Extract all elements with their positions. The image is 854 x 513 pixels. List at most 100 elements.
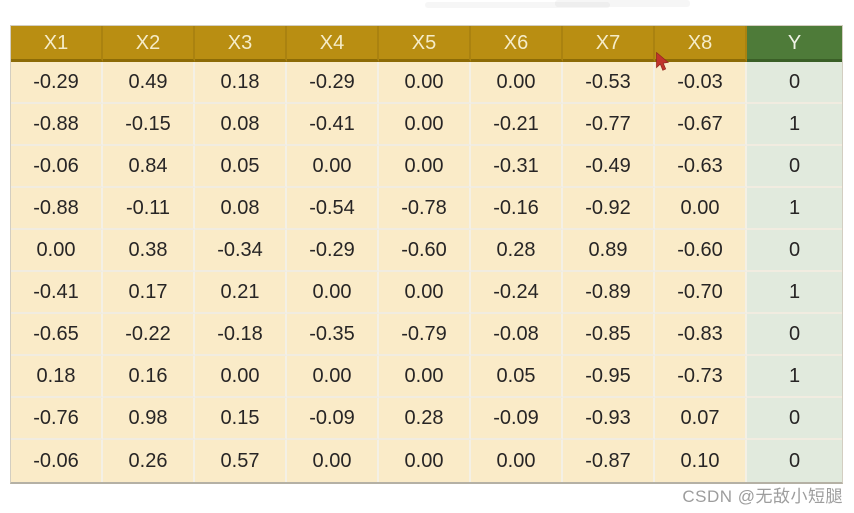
column-header-x6: X6 xyxy=(471,26,563,62)
table-cell: -0.93 xyxy=(563,398,655,440)
table-cell: 0.38 xyxy=(103,230,195,272)
table-cell: 0.00 xyxy=(655,188,747,230)
table-cell: 1 xyxy=(747,104,842,146)
table-cell: 1 xyxy=(747,272,842,314)
table-cell: 0.00 xyxy=(287,356,379,398)
table-cell: 0.00 xyxy=(379,272,471,314)
table-cell: -0.03 xyxy=(655,62,747,104)
table-cell: 0.26 xyxy=(103,440,195,482)
table-cell: 0.05 xyxy=(471,356,563,398)
table-cell: 0.00 xyxy=(379,104,471,146)
table-cell: -0.34 xyxy=(195,230,287,272)
table-cell: 0.00 xyxy=(287,440,379,482)
table-cell: -0.41 xyxy=(287,104,379,146)
table-cell: 0.00 xyxy=(287,146,379,188)
table-cell: 0 xyxy=(747,230,842,272)
table-cell: 0.00 xyxy=(11,230,103,272)
table-cell: -0.18 xyxy=(195,314,287,356)
table-cell: 0.08 xyxy=(195,188,287,230)
table-cell: 0 xyxy=(747,440,842,482)
table-cell: -0.70 xyxy=(655,272,747,314)
table-cell: 0.49 xyxy=(103,62,195,104)
table-cell: 0.08 xyxy=(195,104,287,146)
table-cell: -0.49 xyxy=(563,146,655,188)
data-table: X1 X2 X3 X4 X5 X6 X7 X8 Y -0.29 0.49 0.18 -0.29 0.00 0… xyxy=(10,25,843,484)
column-header-x8: X8 xyxy=(655,26,747,62)
table-cell: -0.60 xyxy=(655,230,747,272)
table-cell: -0.92 xyxy=(563,188,655,230)
table-cell: -0.09 xyxy=(471,398,563,440)
table-cell: 0.16 xyxy=(103,356,195,398)
table-cell: 0.00 xyxy=(195,356,287,398)
table-cell: 0.18 xyxy=(11,356,103,398)
table-cell: -0.22 xyxy=(103,314,195,356)
column-header-x7: X7 xyxy=(563,26,655,62)
table-cell: -0.88 xyxy=(11,188,103,230)
table-cell: -0.73 xyxy=(655,356,747,398)
table-cell: 0.00 xyxy=(379,356,471,398)
table-cell: -0.29 xyxy=(11,62,103,104)
table-cell: -0.63 xyxy=(655,146,747,188)
table-cell: 0.21 xyxy=(195,272,287,314)
watermark-text: CSDN @无敌小短腿 xyxy=(682,487,843,506)
table-cell: 0.98 xyxy=(103,398,195,440)
table-cell: 0.07 xyxy=(655,398,747,440)
column-header-x4: X4 xyxy=(287,26,379,62)
table-cell: 0 xyxy=(747,146,842,188)
table-cell: 0.00 xyxy=(379,62,471,104)
table-cell: -0.06 xyxy=(11,440,103,482)
table-cell: -0.77 xyxy=(563,104,655,146)
table-cell: -0.83 xyxy=(655,314,747,356)
table-cell: 0 xyxy=(747,314,842,356)
table-cell: 0.00 xyxy=(379,440,471,482)
table-cell: -0.41 xyxy=(11,272,103,314)
table-cell: 1 xyxy=(747,356,842,398)
table-cell: -0.16 xyxy=(471,188,563,230)
table-cell: 0.57 xyxy=(195,440,287,482)
table-cell: -0.60 xyxy=(379,230,471,272)
column-header-x2: X2 xyxy=(103,26,195,62)
table-cell: -0.54 xyxy=(287,188,379,230)
column-header-y: Y xyxy=(747,26,842,62)
table-cell: -0.24 xyxy=(471,272,563,314)
top-artifact-smudge xyxy=(555,0,690,7)
table-cell: 0.84 xyxy=(103,146,195,188)
table-cell: -0.79 xyxy=(379,314,471,356)
table-cell: 0 xyxy=(747,62,842,104)
table-cell: 0.28 xyxy=(379,398,471,440)
table-cell: -0.78 xyxy=(379,188,471,230)
table-cell: 0.17 xyxy=(103,272,195,314)
table-cell: 0.10 xyxy=(655,440,747,482)
table-cell: -0.35 xyxy=(287,314,379,356)
table-cell: -0.11 xyxy=(103,188,195,230)
table-cell: 0.00 xyxy=(287,272,379,314)
table-cell: 0.28 xyxy=(471,230,563,272)
table-cell: -0.08 xyxy=(471,314,563,356)
table-cell: 0.05 xyxy=(195,146,287,188)
table-cell: 1 xyxy=(747,188,842,230)
top-artifact-smudge xyxy=(425,2,610,8)
table-cell: 0.00 xyxy=(471,62,563,104)
table-cell: -0.29 xyxy=(287,62,379,104)
table-cell: -0.87 xyxy=(563,440,655,482)
table-cell: -0.31 xyxy=(471,146,563,188)
table-cell: 0.15 xyxy=(195,398,287,440)
table-cell: 0 xyxy=(747,398,842,440)
table-cell: -0.65 xyxy=(11,314,103,356)
table-cell: -0.85 xyxy=(563,314,655,356)
table-cell: 0.00 xyxy=(379,146,471,188)
column-header-x1: X1 xyxy=(11,26,103,62)
table-cell: -0.09 xyxy=(287,398,379,440)
table-cell: -0.53 xyxy=(563,62,655,104)
table-cell: 0.18 xyxy=(195,62,287,104)
table-cell: -0.21 xyxy=(471,104,563,146)
table-cell: 0.89 xyxy=(563,230,655,272)
table-cell: -0.89 xyxy=(563,272,655,314)
column-header-x3: X3 xyxy=(195,26,287,62)
column-header-x5: X5 xyxy=(379,26,471,62)
table-cell: -0.67 xyxy=(655,104,747,146)
table-cell: -0.29 xyxy=(287,230,379,272)
table-cell: -0.95 xyxy=(563,356,655,398)
table-cell: -0.88 xyxy=(11,104,103,146)
table-cell: -0.15 xyxy=(103,104,195,146)
